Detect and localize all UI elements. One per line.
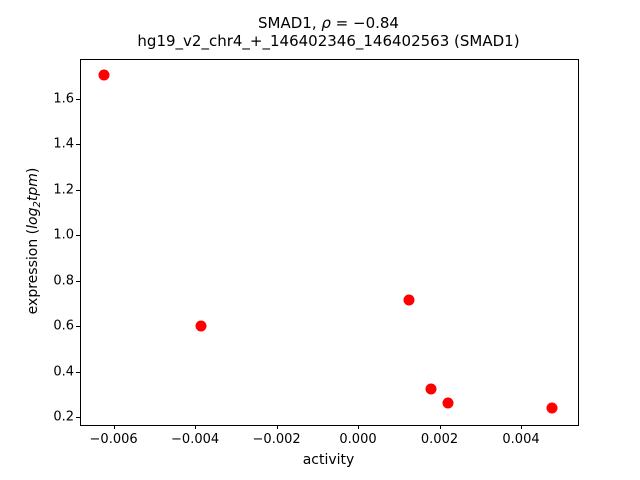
y-tick-label: 1.4 (53, 136, 74, 152)
x-tick-mark (276, 425, 278, 429)
y-tick-label: 0.2 (53, 409, 74, 425)
x-tick-mark (521, 425, 522, 429)
x-tick-label: 0.000 (339, 432, 377, 447)
x-tick-mark (439, 425, 441, 429)
y-tick-mark (76, 98, 80, 100)
y-axis-label: expression (log2tpm) (25, 168, 43, 315)
x-axis-label: activity (302, 452, 355, 468)
y-axis-label-suffix: ) (25, 167, 41, 174)
data-point (425, 383, 437, 395)
y-tick-mark (76, 235, 80, 236)
data-point (98, 69, 110, 81)
y-axis-label-subscript: 2 (32, 201, 43, 208)
y-tick-label: 1.6 (53, 91, 74, 106)
chart-subtitle: hg19_v2_chr4_+_146402346_146402563 (SMAD… (137, 32, 520, 50)
chart-title-block: SMAD1, ρ = −0.84 hg19_v2_chr4_+_14640234… (80, 14, 577, 50)
chart-title: SMAD1, ρ = −0.84 (80, 14, 577, 32)
data-point (195, 320, 207, 332)
data-point (546, 402, 558, 414)
x-tick-mark (195, 425, 197, 429)
y-tick-label: 0.4 (53, 364, 74, 380)
y-tick-label: 0.6 (53, 318, 74, 334)
x-tick-mark (113, 425, 115, 429)
x-tick-label: −0.004 (171, 432, 220, 447)
y-tick-label: 1.2 (53, 182, 74, 197)
x-tick-label: −0.006 (89, 432, 138, 447)
data-point (403, 294, 415, 306)
data-point (442, 397, 454, 409)
x-tick-label: −0.002 (252, 432, 301, 447)
title-rho-symbol: ρ (321, 14, 331, 32)
title-gene-text: SMAD1, (258, 14, 322, 32)
y-tick-label: 1.0 (53, 227, 74, 243)
y-axis-label-unit: tpm (25, 173, 41, 202)
x-tick-mark (358, 425, 359, 429)
y-tick-mark (76, 417, 80, 419)
x-tick-label: 0.002 (420, 432, 459, 447)
plot-area: −0.006 −0.004 −0.002 0.000 0.002 0.004 0.2 0.4 0… (53, 59, 579, 447)
y-axis-label-prefix: expression ( (25, 228, 41, 315)
y-tick-mark (76, 144, 80, 145)
y-tick-mark (76, 189, 80, 191)
y-tick-label: 0.8 (53, 273, 74, 288)
title-rho-value: = −0.84 (330, 14, 399, 32)
y-tick-mark (76, 326, 80, 327)
x-tick-label: 0.004 (502, 432, 540, 447)
y-tick-mark (76, 371, 80, 373)
y-tick-mark (76, 280, 80, 282)
y-axis-label-log: log (25, 207, 41, 229)
